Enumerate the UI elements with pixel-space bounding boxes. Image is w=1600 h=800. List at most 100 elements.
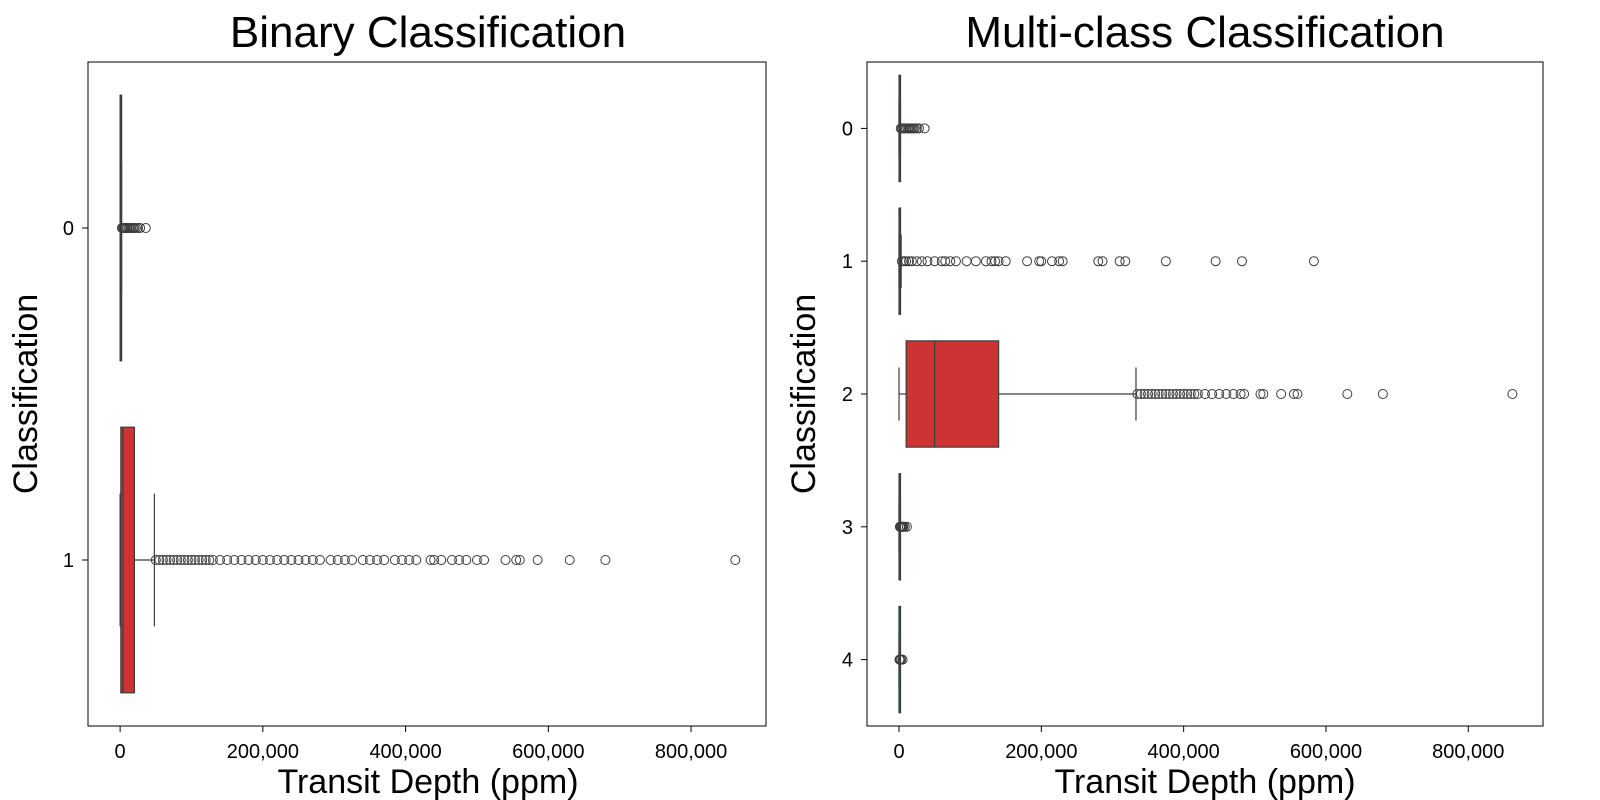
outlier-point <box>906 256 917 267</box>
outlier-point <box>161 555 172 565</box>
outlier-point <box>1288 389 1299 399</box>
outlier-point <box>286 555 297 565</box>
box-category-0 <box>116 94 151 362</box>
outlier-point <box>961 256 972 267</box>
outlier-point <box>168 555 179 565</box>
outlier-point <box>897 654 908 665</box>
y-axis-label: Classification <box>785 294 823 494</box>
outlier-point <box>1160 389 1171 399</box>
outlier-point <box>257 555 268 565</box>
outlier-point <box>300 555 311 565</box>
outlier-point <box>1139 389 1150 399</box>
outlier-point <box>339 555 350 565</box>
y-tick-label: 1 <box>63 550 74 572</box>
outlier-point <box>272 555 283 565</box>
outlier-point <box>1239 389 1250 399</box>
outlier-point <box>1377 389 1388 399</box>
plot-frame <box>87 61 767 727</box>
outlier-point <box>200 555 211 565</box>
outlier-point <box>1185 389 1196 399</box>
outlier-point <box>600 555 611 565</box>
x-axis: 0 200,000 400,000 600,000 800,000 <box>893 726 1504 763</box>
outlier-point <box>1507 389 1518 399</box>
outlier-point <box>922 256 933 267</box>
outlier-point <box>514 555 525 565</box>
outlier-point <box>1171 389 1182 399</box>
outlier-point <box>986 256 997 267</box>
outlier-point <box>1143 389 1154 399</box>
outlier-point <box>446 555 457 565</box>
x-tick-label: 800,000 <box>1432 741 1504 763</box>
outlier-point <box>154 555 165 565</box>
outlier-point <box>364 555 375 565</box>
outlier-point <box>1192 389 1203 399</box>
outlier-point <box>429 555 440 565</box>
outlier-point <box>150 555 161 565</box>
x-tick-label: 600,000 <box>1290 741 1362 763</box>
outlier-point <box>197 555 208 565</box>
outlier-point <box>379 555 390 565</box>
box-category-0 <box>895 74 930 183</box>
outlier-point <box>140 223 151 233</box>
box-category-1 <box>896 207 1319 315</box>
outlier-point <box>511 555 522 565</box>
y-tick-label: 1 <box>842 251 853 273</box>
outlier-point <box>1057 256 1068 267</box>
iqr-box <box>905 340 1000 448</box>
outlier-point <box>1235 389 1246 399</box>
outlier-point <box>1221 389 1232 399</box>
binary-classification-panel: Binary Classification 0 200,000 400,000 600… <box>7 8 767 800</box>
outlier-point <box>1132 389 1143 399</box>
outlier-point <box>1036 256 1047 267</box>
outlier-point <box>1135 389 1146 399</box>
outlier-point <box>186 555 197 565</box>
x-tick-label: 800,000 <box>655 741 727 763</box>
outlier-point <box>165 555 176 565</box>
outlier-point <box>990 256 1001 267</box>
outlier-point <box>1237 256 1248 267</box>
outlier-point <box>1214 389 1225 399</box>
x-tick-label: 400,000 <box>1148 741 1220 763</box>
x-axis-label: Transit Depth (ppm) <box>277 763 578 800</box>
outlier-point <box>279 555 290 565</box>
outlier-point <box>1157 389 1168 399</box>
outlier-point <box>236 555 247 565</box>
outlier-point <box>1207 389 1218 399</box>
y-axis-label: Classification <box>7 294 45 494</box>
outlier-point <box>1093 256 1104 267</box>
outlier-point <box>916 256 927 267</box>
outlier-point <box>1228 389 1239 399</box>
outlier-point <box>204 555 215 565</box>
x-tick-label: 200,000 <box>227 741 299 763</box>
outlier-point <box>454 555 465 565</box>
outlier-point <box>172 555 183 565</box>
outlier-point <box>1160 256 1171 267</box>
outlier-point <box>730 555 741 565</box>
outlier-point <box>425 555 436 565</box>
outlier-point <box>411 555 422 565</box>
outlier-point <box>940 256 951 267</box>
outlier-point <box>913 123 924 134</box>
outlier-point <box>293 555 304 565</box>
outlier-point <box>182 555 193 565</box>
y-tick-label: 3 <box>842 517 853 539</box>
outlier-point <box>903 256 914 267</box>
outlier-point <box>564 555 575 565</box>
outlier-point <box>190 555 201 565</box>
panel-title: Binary Classification <box>230 8 626 57</box>
y-axis: 01 <box>63 218 88 572</box>
outlier-point <box>250 555 261 565</box>
outlier-point <box>1150 389 1161 399</box>
outlier-point <box>901 521 912 532</box>
outlier-point <box>207 555 218 565</box>
outlier-point <box>389 555 400 565</box>
y-tick-label: 0 <box>63 218 74 240</box>
outlier-point <box>1182 389 1193 399</box>
outlier-point <box>471 555 482 565</box>
outlier-point <box>347 555 358 565</box>
plot-area <box>894 74 1518 714</box>
outlier-point <box>1200 389 1210 399</box>
outlier-point <box>372 555 383 565</box>
y-tick-label: 2 <box>842 384 853 406</box>
outlier-point <box>1153 389 1164 399</box>
